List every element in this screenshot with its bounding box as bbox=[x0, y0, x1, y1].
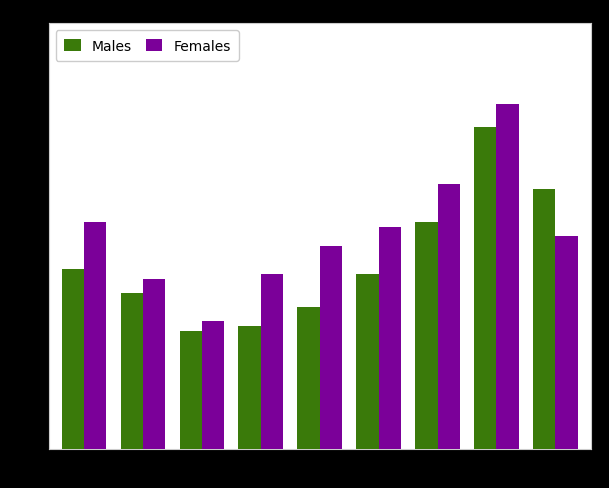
Bar bbox=[121, 293, 143, 449]
Bar bbox=[415, 223, 437, 449]
Bar bbox=[297, 307, 320, 449]
Bar bbox=[261, 274, 283, 449]
Bar bbox=[379, 227, 401, 449]
Bar bbox=[84, 223, 107, 449]
Bar bbox=[474, 128, 496, 449]
Legend: Males, Females: Males, Females bbox=[55, 31, 239, 62]
Bar bbox=[496, 104, 519, 449]
Bar bbox=[320, 246, 342, 449]
Bar bbox=[180, 331, 202, 449]
Bar bbox=[202, 322, 224, 449]
Bar bbox=[533, 189, 555, 449]
Bar bbox=[356, 274, 379, 449]
Bar bbox=[62, 270, 84, 449]
Bar bbox=[437, 185, 460, 449]
Bar bbox=[143, 279, 166, 449]
Bar bbox=[555, 237, 578, 449]
Bar bbox=[239, 326, 261, 449]
